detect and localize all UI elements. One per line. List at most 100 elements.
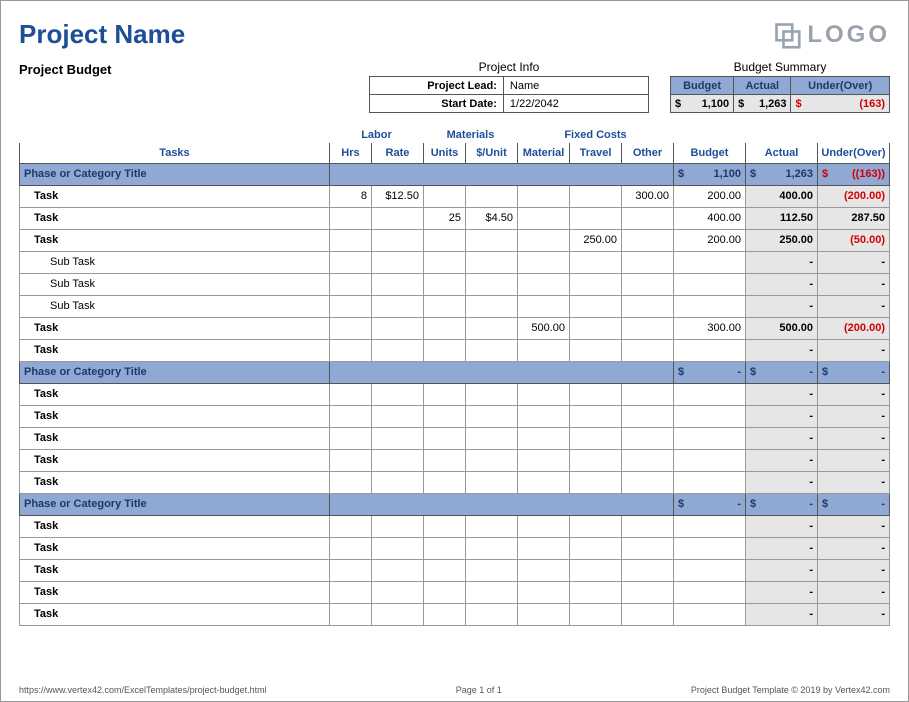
cell-material[interactable] [517, 603, 569, 625]
cell-travel[interactable] [569, 449, 621, 471]
cell-travel[interactable] [569, 383, 621, 405]
cell-rate[interactable] [371, 317, 423, 339]
cell-material[interactable] [517, 339, 569, 361]
cell-hrs[interactable] [329, 471, 371, 493]
cell-rate[interactable] [371, 339, 423, 361]
cell-other[interactable] [621, 559, 673, 581]
cell-actual[interactable]: - [746, 273, 818, 295]
cell-rate[interactable] [371, 383, 423, 405]
cell-under[interactable]: - [818, 515, 890, 537]
cell-per_unit[interactable] [465, 427, 517, 449]
cell-hrs[interactable] [329, 317, 371, 339]
cell-material[interactable] [517, 383, 569, 405]
cell-units[interactable] [423, 405, 465, 427]
cell-travel[interactable]: 250.00 [569, 229, 621, 251]
cell-under[interactable]: (50.00) [818, 229, 890, 251]
cell-units[interactable] [423, 295, 465, 317]
task-label-cell[interactable]: Task [20, 405, 330, 427]
cell-material[interactable] [517, 449, 569, 471]
cell-material[interactable] [517, 537, 569, 559]
cell-rate[interactable] [371, 537, 423, 559]
cell-budget[interactable] [674, 295, 746, 317]
cell-per_unit[interactable] [465, 251, 517, 273]
cell-other[interactable] [621, 273, 673, 295]
cell-under[interactable]: - [818, 383, 890, 405]
cell-other[interactable] [621, 317, 673, 339]
task-label-cell[interactable]: Task [20, 427, 330, 449]
cell-actual[interactable]: - [746, 251, 818, 273]
task-label-cell[interactable]: Task [20, 207, 330, 229]
cell-units[interactable] [423, 603, 465, 625]
cell-hrs[interactable] [329, 295, 371, 317]
cell-hrs[interactable] [329, 405, 371, 427]
cell-units[interactable] [423, 229, 465, 251]
cell-under[interactable]: 287.50 [818, 207, 890, 229]
cell-per_unit[interactable] [465, 229, 517, 251]
cell-under[interactable]: - [818, 295, 890, 317]
task-label-cell[interactable]: Task [20, 449, 330, 471]
cell-per_unit[interactable] [465, 317, 517, 339]
cell-budget[interactable] [674, 405, 746, 427]
cell-per_unit[interactable] [465, 339, 517, 361]
cell-budget[interactable] [674, 339, 746, 361]
cell-rate[interactable] [371, 559, 423, 581]
cell-actual[interactable]: 400.00 [746, 185, 818, 207]
cell-material[interactable] [517, 405, 569, 427]
cell-travel[interactable] [569, 405, 621, 427]
cell-material[interactable] [517, 207, 569, 229]
cell-actual[interactable]: - [746, 581, 818, 603]
cell-material[interactable]: 500.00 [517, 317, 569, 339]
cell-under[interactable]: - [818, 471, 890, 493]
cell-budget[interactable] [674, 471, 746, 493]
cell-hrs[interactable] [329, 581, 371, 603]
cell-hrs[interactable] [329, 273, 371, 295]
task-label-cell[interactable]: Task [20, 383, 330, 405]
cell-actual[interactable]: - [746, 295, 818, 317]
cell-per_unit[interactable] [465, 559, 517, 581]
cell-budget[interactable] [674, 383, 746, 405]
cell-travel[interactable] [569, 295, 621, 317]
cell-hrs[interactable] [329, 229, 371, 251]
cell-rate[interactable] [371, 295, 423, 317]
cell-material[interactable] [517, 229, 569, 251]
cell-rate[interactable] [371, 581, 423, 603]
cell-actual[interactable]: - [746, 515, 818, 537]
cell-actual[interactable]: 500.00 [746, 317, 818, 339]
cell-travel[interactable] [569, 185, 621, 207]
cell-travel[interactable] [569, 273, 621, 295]
cell-actual[interactable]: - [746, 427, 818, 449]
task-label-cell[interactable]: Task [20, 229, 330, 251]
cell-per_unit[interactable] [465, 449, 517, 471]
cell-units[interactable] [423, 515, 465, 537]
cell-hrs[interactable] [329, 537, 371, 559]
cell-units[interactable] [423, 185, 465, 207]
task-label-cell[interactable]: Task [20, 537, 330, 559]
cell-budget[interactable]: 400.00 [674, 207, 746, 229]
cell-hrs[interactable] [329, 427, 371, 449]
cell-travel[interactable] [569, 427, 621, 449]
cell-travel[interactable] [569, 317, 621, 339]
cell-rate[interactable]: $12.50 [371, 185, 423, 207]
cell-other[interactable] [621, 339, 673, 361]
cell-hrs[interactable] [329, 559, 371, 581]
cell-rate[interactable] [371, 449, 423, 471]
cell-other[interactable] [621, 427, 673, 449]
cell-under[interactable]: - [818, 273, 890, 295]
info-lead-value[interactable]: Name [503, 77, 648, 95]
cell-other[interactable] [621, 515, 673, 537]
task-label-cell[interactable]: Sub Task [20, 295, 330, 317]
cell-travel[interactable] [569, 471, 621, 493]
cell-under[interactable]: - [818, 427, 890, 449]
task-label-cell[interactable]: Task [20, 339, 330, 361]
cell-rate[interactable] [371, 471, 423, 493]
cell-units[interactable] [423, 449, 465, 471]
cell-hrs[interactable] [329, 449, 371, 471]
cell-material[interactable] [517, 295, 569, 317]
cell-travel[interactable] [569, 251, 621, 273]
task-label-cell[interactable]: Task [20, 471, 330, 493]
cell-material[interactable] [517, 559, 569, 581]
cell-budget[interactable]: 300.00 [674, 317, 746, 339]
cell-units[interactable]: 25 [423, 207, 465, 229]
cell-budget[interactable] [674, 251, 746, 273]
cell-budget[interactable] [674, 515, 746, 537]
